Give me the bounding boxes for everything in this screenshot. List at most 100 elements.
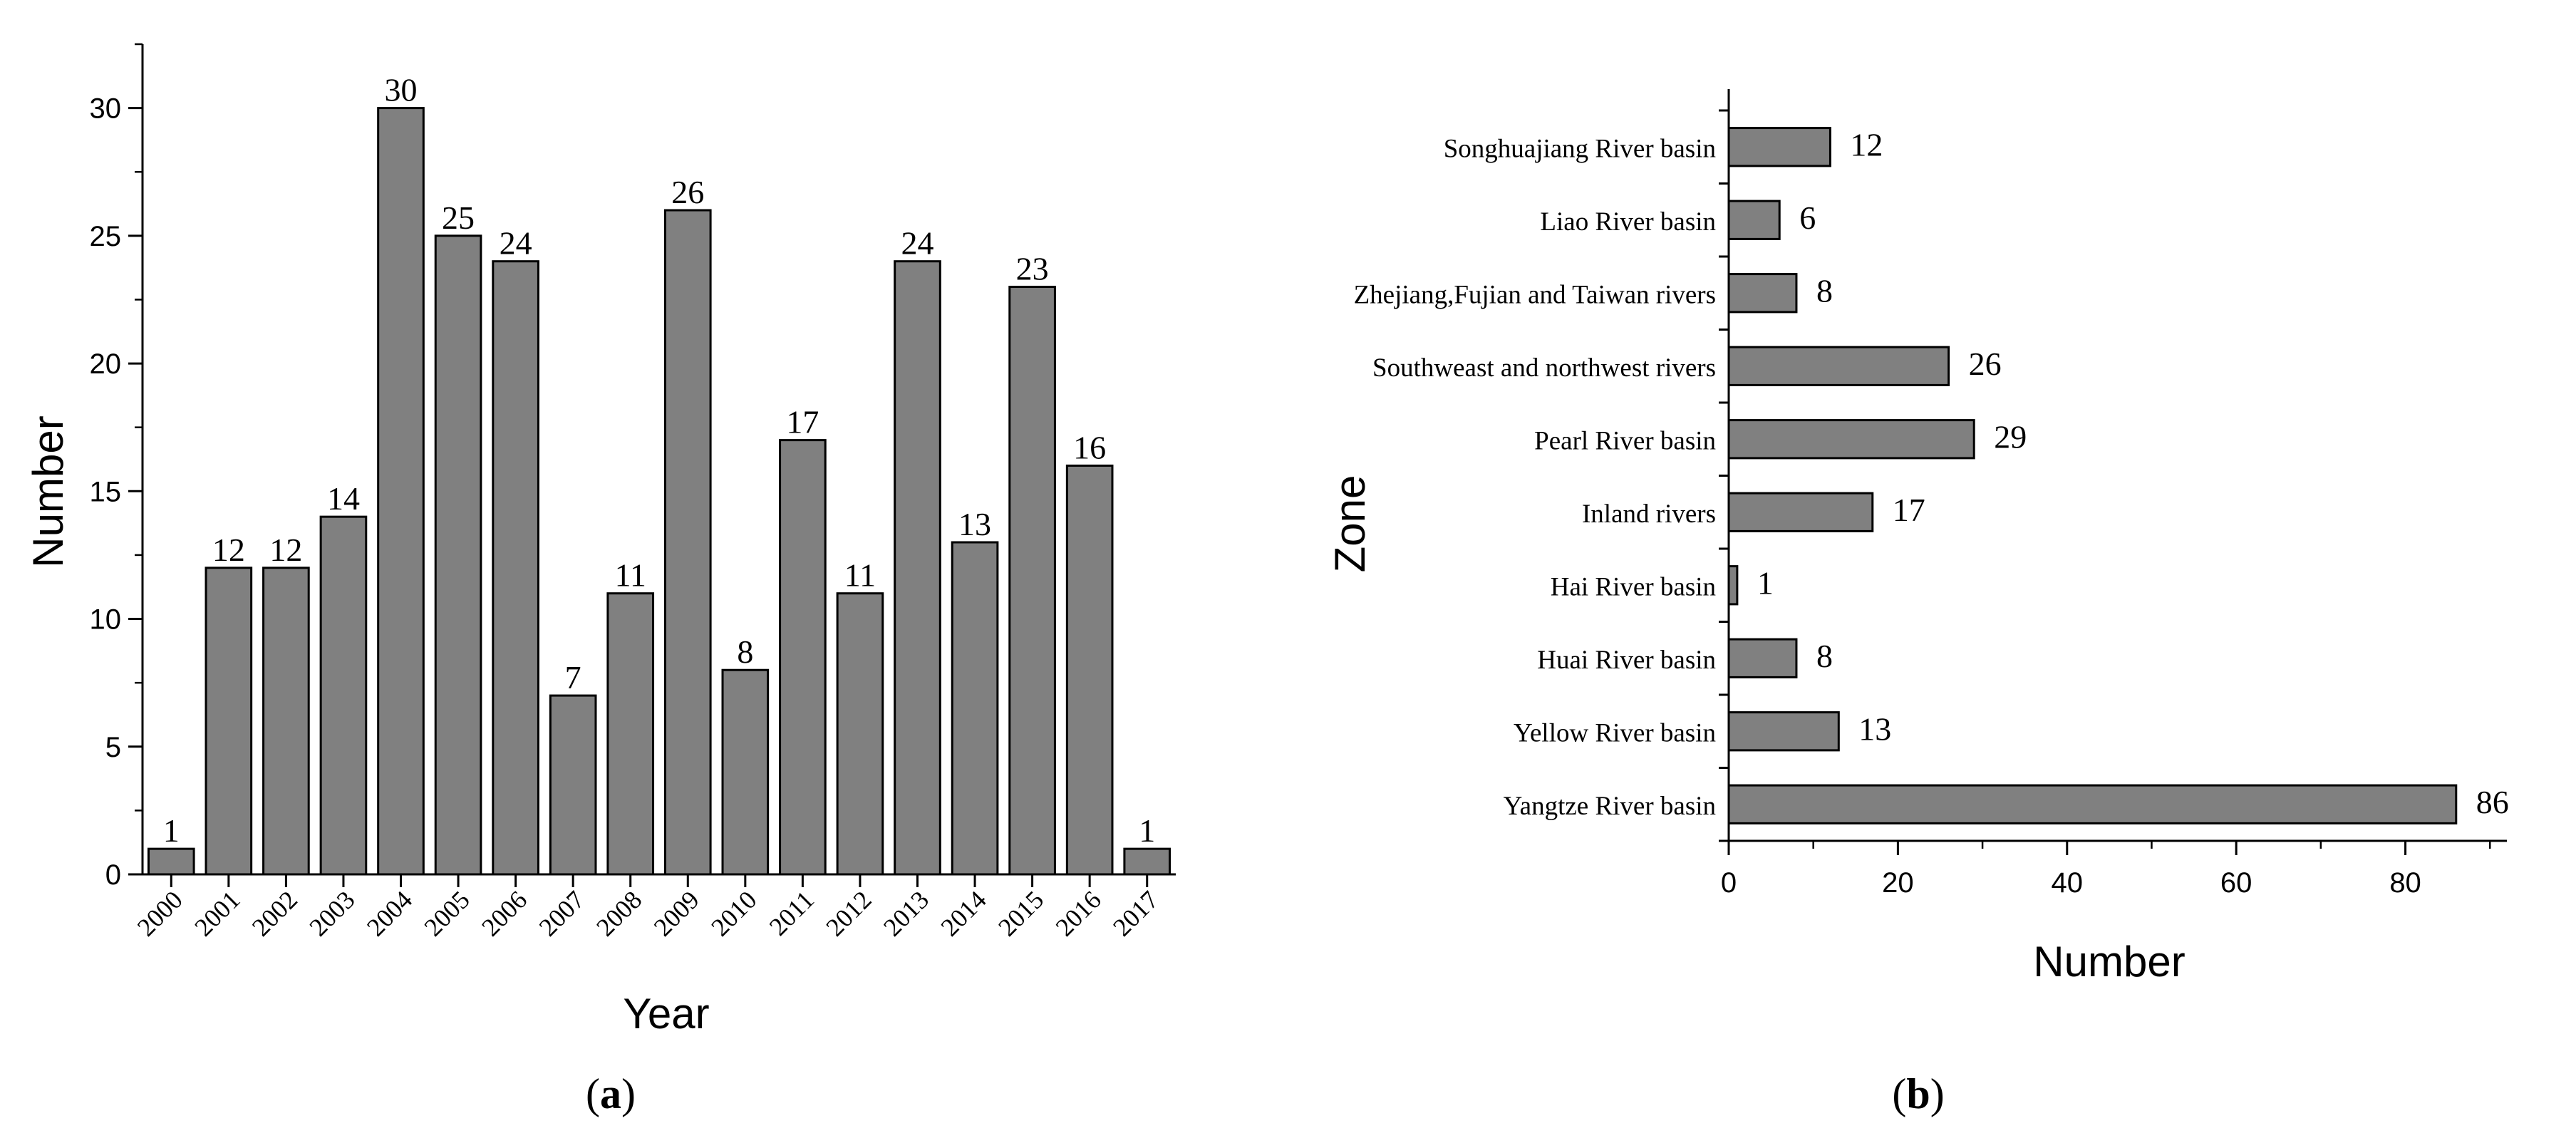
chart-a-bar-2013 xyxy=(894,260,941,876)
chart-a-x-tick-label: 2017 xyxy=(1107,885,1164,941)
chart-a-bar-2016 xyxy=(1065,464,1114,876)
chart-b: 0 20 40 60 80 Songhuajiang River basin Liao R… xyxy=(1326,89,2509,1117)
chart-a-y-tick-label: 25 xyxy=(90,221,122,252)
chart-a-value-label: 26 xyxy=(671,174,704,210)
chart-a-value-label: 7 xyxy=(565,659,581,695)
chart-a-bar-2005 xyxy=(434,234,482,876)
chart-a-axes xyxy=(141,44,1176,876)
chart-a-value-label: 14 xyxy=(327,480,360,517)
chart-a-bar-2002 xyxy=(262,567,310,876)
chart-a-x-ticks: 2000 2001 2002 2003 2004 2005 2006 2007 2008 2009… xyxy=(132,874,1164,942)
chart-b-bar-2 xyxy=(1727,200,1781,240)
chart-b-bars xyxy=(1727,127,2458,824)
chart-b-value-label: 8 xyxy=(1816,272,1833,309)
chart-a-bar-2011 xyxy=(779,439,827,876)
chart-a-bar-2015 xyxy=(1008,286,1056,876)
chart-b-bar-8 xyxy=(1727,638,1798,678)
chart-a-x-tick-label: 2004 xyxy=(361,885,418,941)
chart-a-y-axis-title: Number xyxy=(24,415,72,567)
chart-a-x-tick-label: 2000 xyxy=(132,885,188,941)
chart-a-value-label: 12 xyxy=(212,532,245,568)
chart-a-y-ticks: 0 5 10 15 20 25 30 xyxy=(90,43,143,891)
chart-a-bar-2007 xyxy=(549,694,597,876)
chart-a: 0 5 10 15 20 25 30 2000 2001 2002 2003 2004 2005 200… xyxy=(24,43,1176,1117)
chart-a-y-tick-label: 0 xyxy=(105,859,121,891)
chart-a-bar-2014 xyxy=(951,541,999,876)
chart-b-value-label: 13 xyxy=(1858,710,1891,747)
chart-b-category-label: Liao River basin xyxy=(1540,207,1716,237)
chart-a-y-tick-label: 10 xyxy=(90,604,122,636)
chart-b-bar-7 xyxy=(1727,565,1739,606)
chart-b-category-label: Huai River basin xyxy=(1537,646,1716,675)
chart-b-bar-10 xyxy=(1727,784,2458,824)
chart-a-value-label: 12 xyxy=(269,532,302,568)
chart-a-bar-2000 xyxy=(147,847,195,876)
chart-b-category-labels: Songhuajiang River basin Liao River basin… xyxy=(1354,134,1716,821)
chart-a-x-tick-label: 2013 xyxy=(878,885,934,941)
chart-b-value-label: 12 xyxy=(1850,126,1883,162)
chart-a-value-label: 1 xyxy=(163,812,180,849)
chart-a-value-label: 13 xyxy=(958,506,991,542)
chart-a-x-tick-label: 2014 xyxy=(936,885,992,941)
chart-a-y-tick-label: 15 xyxy=(90,476,122,507)
chart-a-value-label: 8 xyxy=(737,633,753,670)
chart-a-x-tick-label: 2015 xyxy=(993,885,1049,941)
chart-a-x-tick-label: 2005 xyxy=(419,885,475,941)
chart-a-bar-2001 xyxy=(205,567,253,876)
chart-b-x-tick-label: 40 xyxy=(2052,867,2084,899)
chart-a-bars xyxy=(147,107,1171,876)
chart-a-bar-2009 xyxy=(663,209,712,876)
chart-a-value-label: 11 xyxy=(844,557,876,594)
chart-b-value-label: 29 xyxy=(1994,418,2027,455)
chart-b-bar-4 xyxy=(1727,346,1950,386)
chart-a-value-label: 11 xyxy=(615,557,646,594)
chart-b-value-label: 6 xyxy=(1799,200,1816,236)
chart-a-y-tick-label: 20 xyxy=(90,348,122,380)
chart-a-bar-2006 xyxy=(492,260,539,876)
chart-b-category-label: Inland rivers xyxy=(1582,500,1716,529)
chart-b-bar-6 xyxy=(1727,492,1874,532)
chart-a-y-tick-label: 30 xyxy=(90,93,122,125)
chart-b-bar-5 xyxy=(1727,419,1975,460)
chart-b-value-label: 86 xyxy=(2476,784,2509,820)
chart-b-x-tick-label: 80 xyxy=(2389,867,2421,899)
chart-a-x-tick-label: 2003 xyxy=(304,885,360,941)
chart-a-x-axis-title: Year xyxy=(623,990,709,1038)
chart-a-bar-2012 xyxy=(836,592,884,876)
chart-b-x-axis-title: Number xyxy=(2033,938,2185,986)
chart-b-category-label: Southweast and northwest rivers xyxy=(1372,353,1716,383)
chart-b-x-ticks: 0 20 40 60 80 xyxy=(1721,841,2491,899)
chart-b-category-label: Songhuajiang River basin xyxy=(1444,134,1716,163)
chart-b-panel-label: (b) xyxy=(1892,1070,1944,1117)
chart-b-category-label: Pearl River basin xyxy=(1534,426,1716,455)
chart-a-bar-2008 xyxy=(606,592,655,876)
chart-b-value-label: 26 xyxy=(1969,346,2002,382)
chart-a-x-tick-label: 2010 xyxy=(705,885,762,941)
chart-b-x-tick-label: 0 xyxy=(1721,867,1737,899)
chart-a-value-label: 23 xyxy=(1016,251,1049,287)
chart-a-x-tick-label: 2009 xyxy=(648,885,705,941)
chart-a-x-tick-label: 2007 xyxy=(534,885,590,941)
chart-b-axes xyxy=(1719,89,2507,842)
chart-a-bar-2004 xyxy=(377,107,425,876)
chart-a-x-tick-label: 2006 xyxy=(476,885,532,941)
chart-a-x-tick-label: 2001 xyxy=(189,885,245,941)
chart-a-value-label: 1 xyxy=(1139,812,1155,849)
chart-a-x-tick-label: 2011 xyxy=(764,885,819,941)
chart-a-x-tick-label: 2008 xyxy=(591,885,647,941)
chart-a-value-labels: 1 12 12 14 30 25 24 7 11 26 8 17 11 24 13 23 16 1 xyxy=(163,72,1155,849)
chart-b-value-label: 17 xyxy=(1893,492,1925,528)
chart-b-bar-9 xyxy=(1727,711,1840,752)
chart-a-panel-label: (a) xyxy=(586,1070,636,1117)
chart-a-value-label: 17 xyxy=(786,404,819,440)
chart-b-category-label: Yellow River basin xyxy=(1514,718,1716,748)
chart-a-value-label: 25 xyxy=(442,200,475,236)
chart-a-value-label: 16 xyxy=(1073,429,1106,465)
chart-b-category-label: Yangtze River basin xyxy=(1504,792,1716,821)
chart-a-y-tick-label: 5 xyxy=(105,732,121,763)
chart-b-bar-3 xyxy=(1727,273,1798,314)
chart-a-bar-2017 xyxy=(1123,847,1171,876)
chart-a-bar-2003 xyxy=(319,515,368,876)
